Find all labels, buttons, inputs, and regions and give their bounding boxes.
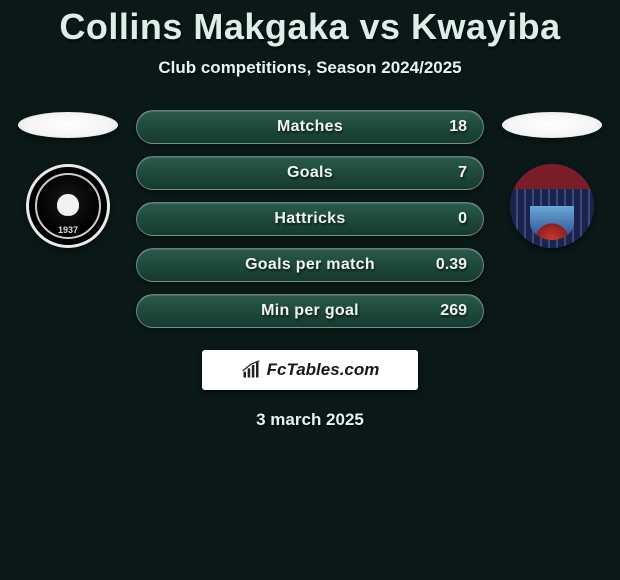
skull-icon — [57, 194, 79, 216]
stat-value: 7 — [458, 164, 467, 182]
stat-row-goals-per-match: Goals per match 0.39 — [136, 248, 484, 282]
stat-value: 0.39 — [436, 256, 467, 274]
stat-label: Hattricks — [274, 210, 345, 228]
subtitle: Club competitions, Season 2024/2025 — [0, 58, 620, 78]
stat-label: Min per goal — [261, 302, 359, 320]
date: 3 march 2025 — [0, 410, 620, 430]
stat-row-min-per-goal: Min per goal 269 — [136, 294, 484, 328]
page-title: Collins Makgaka vs Kwayiba — [0, 6, 620, 48]
team-badge-left: 1937 — [26, 164, 110, 248]
stats-list: Matches 18 Goals 7 Hattricks 0 Goals per… — [136, 110, 484, 328]
body-row: 1937 Matches 18 Goals 7 Hattricks 0 Goal… — [0, 110, 620, 328]
stat-label: Goals per match — [245, 256, 375, 274]
stat-label: Matches — [277, 118, 343, 136]
stat-row-goals: Goals 7 — [136, 156, 484, 190]
stat-label: Goals — [287, 164, 333, 182]
stat-row-hattricks: Hattricks 0 — [136, 202, 484, 236]
stat-value: 18 — [449, 118, 467, 136]
brand-text: FcTables.com — [267, 360, 380, 380]
team-badge-right — [510, 164, 594, 248]
bar-chart-icon — [241, 360, 261, 380]
badge-stripes — [510, 189, 594, 248]
stat-value: 269 — [440, 302, 467, 320]
left-side: 1937 — [18, 110, 118, 248]
stat-value: 0 — [458, 210, 467, 228]
comparison-card: Collins Makgaka vs Kwayiba Club competit… — [0, 0, 620, 430]
player-placeholder-right — [502, 112, 602, 138]
player-placeholder-left — [18, 112, 118, 138]
brand-card[interactable]: FcTables.com — [202, 350, 418, 390]
right-side — [502, 110, 602, 248]
stat-row-matches: Matches 18 — [136, 110, 484, 144]
team-badge-left-year: 1937 — [29, 225, 107, 235]
